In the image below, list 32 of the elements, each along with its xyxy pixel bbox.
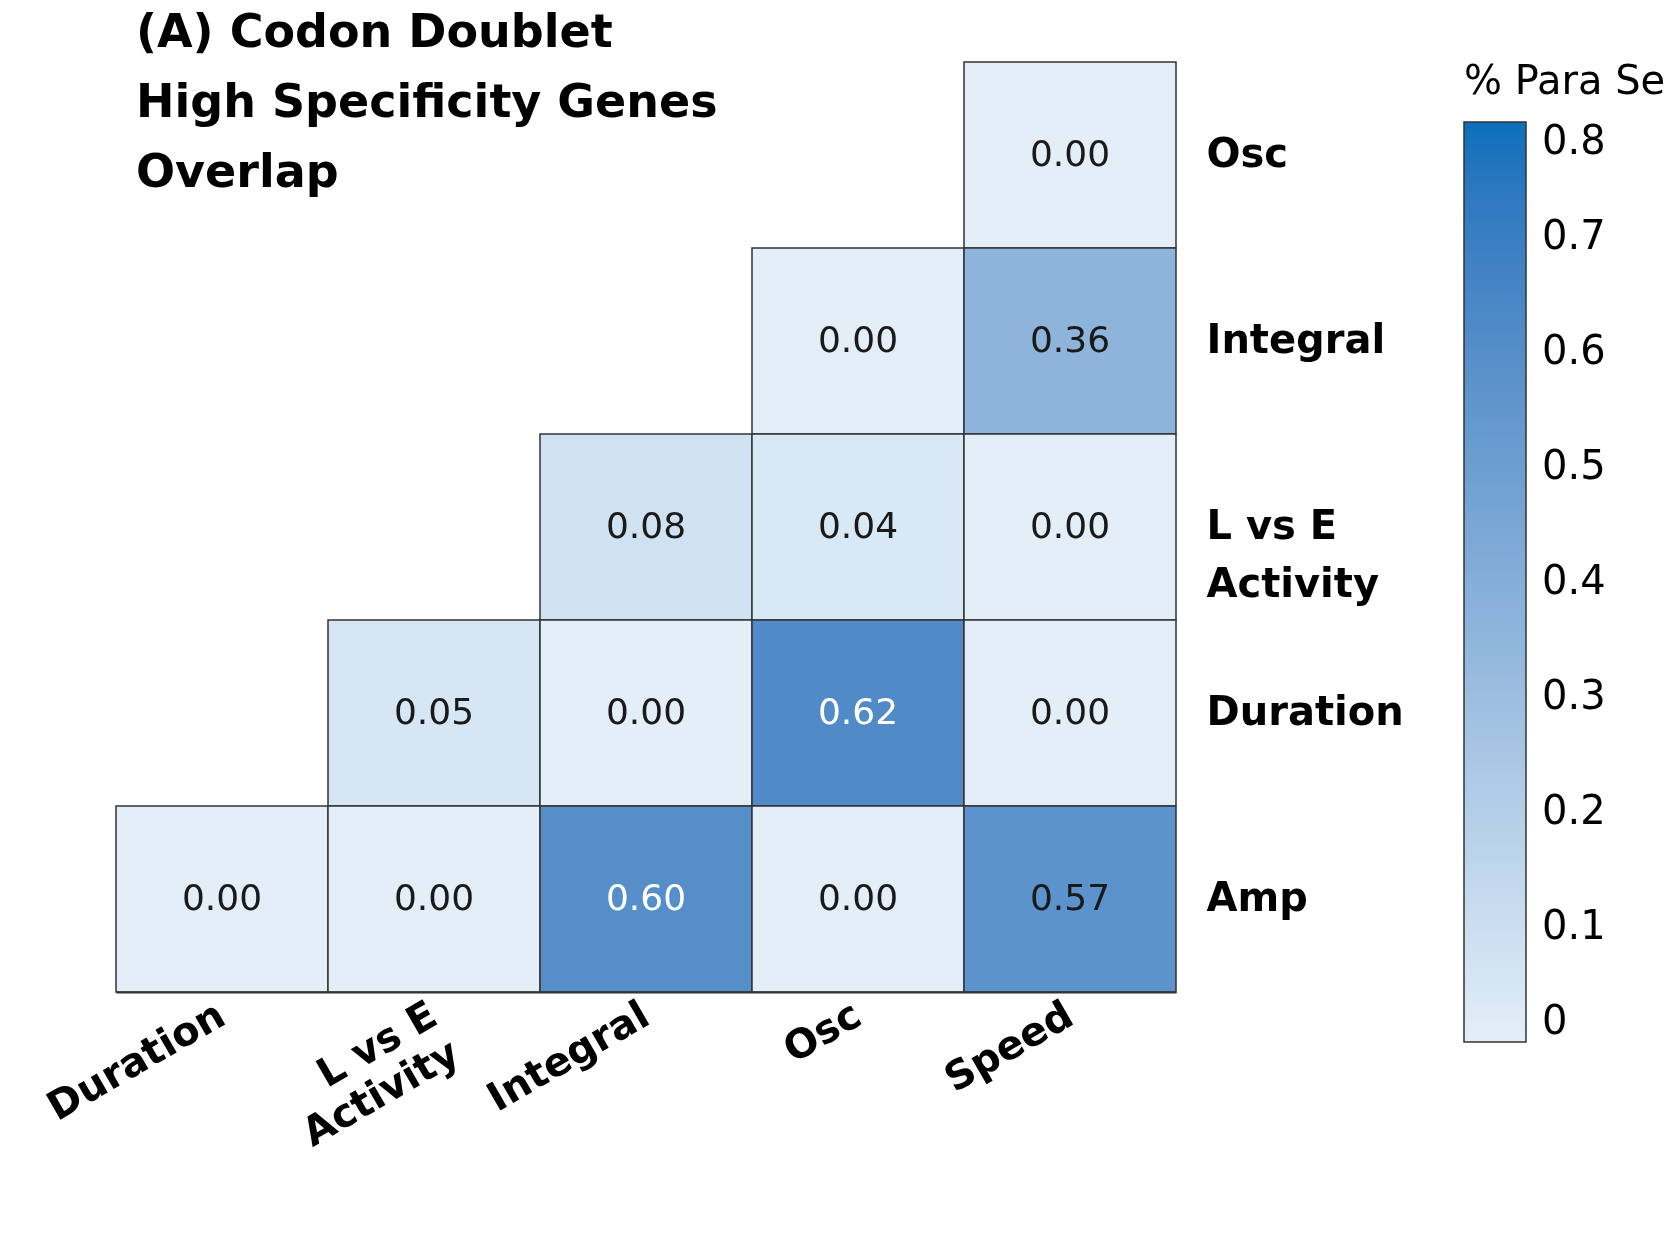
data-label: 0.57	[1029, 877, 1111, 918]
y-tick-label: Duration	[1206, 688, 1404, 734]
x-tick-label: Osc	[774, 990, 869, 1072]
y-tick-label: L vs E Activity	[1206, 502, 1379, 606]
color-bar-label: 0	[1542, 997, 1568, 1043]
data-label: 0.62	[817, 691, 899, 732]
data-label: 0.00	[605, 691, 687, 732]
data-label: 0.36	[1029, 319, 1111, 360]
y-tick-label: Osc	[1206, 130, 1289, 176]
data-label: 0.00	[181, 877, 263, 918]
color-bar-label: 0.6	[1542, 327, 1606, 373]
data-label: 0.00	[817, 877, 899, 918]
data-label: 0.08	[605, 505, 687, 546]
data-label: 0.05	[393, 691, 475, 732]
data-label: 0.04	[817, 505, 899, 546]
color-bar-label: 0.5	[1542, 442, 1606, 488]
data-label: 0.00	[817, 319, 899, 360]
data-label: 0.00	[1029, 133, 1111, 174]
color-bar-title: % Para Se	[1464, 57, 1666, 103]
chart-title: (A) Codon Doublet High Specificity Genes Overlap	[136, 4, 718, 199]
y-tick-label: Integral	[1206, 316, 1386, 362]
color-bar-label: 0.7	[1542, 212, 1606, 258]
color-bar-label: 0.2	[1542, 787, 1606, 833]
color-bar-label: 0.4	[1542, 557, 1606, 603]
y-tick-label: Amp	[1206, 874, 1308, 920]
color-bar-label: 0.3	[1542, 672, 1606, 718]
color-bar-label: 0.8	[1542, 117, 1606, 163]
data-label: 0.00	[393, 877, 475, 918]
data-label: 0.00	[1029, 691, 1111, 732]
data-label: 0.60	[605, 877, 687, 918]
color-bar-label: 0.1	[1542, 902, 1606, 948]
data-label: 0.00	[1029, 505, 1111, 546]
